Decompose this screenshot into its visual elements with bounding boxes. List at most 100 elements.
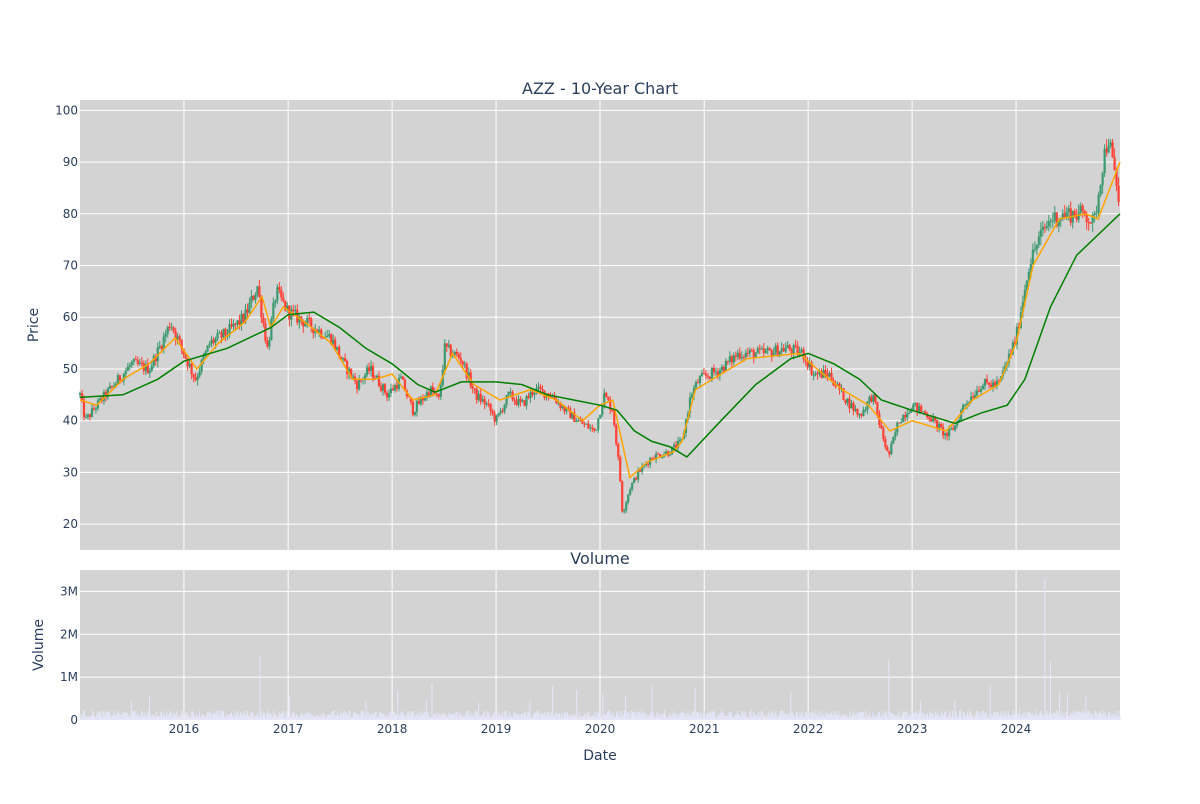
candle-body [457,354,460,358]
candle-body [94,408,98,410]
candle-body [365,367,369,376]
candle-body [589,427,592,429]
candle-body [108,385,112,389]
candle-body [256,286,259,295]
candle-body [874,394,877,402]
candle-body [266,340,269,347]
candle-body [1055,212,1058,227]
candle-body [403,379,407,391]
date-axis-title: Date [583,748,616,764]
candle-body [690,394,694,398]
candle-body [525,396,528,406]
candle-body [473,388,476,390]
candle-body [698,376,702,384]
candle-body [716,371,719,376]
candle-body [792,345,795,354]
candle-body [254,294,257,300]
candle-body [615,425,618,444]
candle-body [565,407,568,412]
candle-body [284,300,287,311]
candle-body [188,363,191,367]
price-grid [80,100,1120,550]
x-tick-label: 2023 [897,722,928,736]
candle-body [411,401,415,415]
candle-body [627,494,630,503]
candle-body [611,409,614,412]
candle-body [503,404,506,412]
candle-body [750,349,753,351]
candle-body [1093,213,1096,215]
candle-body [987,382,991,385]
candle-body [1097,194,1100,213]
candle-body [184,354,187,359]
candle-body [826,373,829,377]
candle-body [521,400,524,402]
candle-body [196,376,199,381]
candle-body [892,437,895,444]
candle-body [367,367,371,371]
candle-body [451,355,454,357]
candle-body [575,421,578,423]
candle-body [453,352,456,356]
candle-body [348,368,351,374]
candle-body [148,370,151,374]
candle-body [961,405,965,411]
candle-body [1021,302,1024,313]
candle-body [391,388,395,391]
candle-body [842,388,845,400]
candle-body [320,329,323,338]
candle-body [854,408,857,411]
price-tick-label: 60 [63,310,78,324]
candle-body [449,344,452,357]
candle-body [122,373,125,381]
candle-body [1069,208,1072,223]
candle-body [1023,290,1026,303]
candle-body [912,404,915,411]
candle-body [668,454,672,456]
candle-body [922,411,925,413]
candle-body [694,382,698,388]
candle-body [435,393,438,395]
candle-body [963,404,967,406]
candle-body [888,450,891,455]
candle-body [734,355,737,357]
candle-body [294,309,297,312]
candle-body [916,402,919,412]
candle-body [150,365,153,371]
price-tick-label: 90 [63,155,78,169]
candle-body [1059,218,1062,221]
candle-body [942,427,945,436]
candle-body [1011,342,1015,355]
candle-body [932,417,935,422]
candle-body [134,359,137,361]
candle-body [190,363,193,375]
candle-body [162,336,165,350]
candle-body [886,447,889,451]
candle-body [92,408,96,410]
candle-body [124,370,127,374]
candle-body [774,345,777,353]
candle-body [768,348,771,351]
candle-body [509,391,512,393]
candle-body [212,339,215,343]
candle-body [152,355,155,366]
candle-body [924,411,927,414]
candle-body [387,393,391,398]
candle-body [623,510,626,512]
candle-body [710,368,714,379]
candle-body [975,390,979,396]
candle-body [178,336,181,340]
candle-body [138,362,141,365]
candle-body [238,320,241,325]
candle-body [816,373,819,375]
candle-body [244,309,247,323]
candle-body [1049,220,1052,222]
candle-body [351,376,355,378]
candle-body [914,402,917,405]
candle-body [938,423,941,429]
candle-body [956,421,959,426]
candle-body [573,412,576,422]
candle-body [88,414,92,417]
candle-body [112,385,115,387]
candle-body [718,370,721,376]
